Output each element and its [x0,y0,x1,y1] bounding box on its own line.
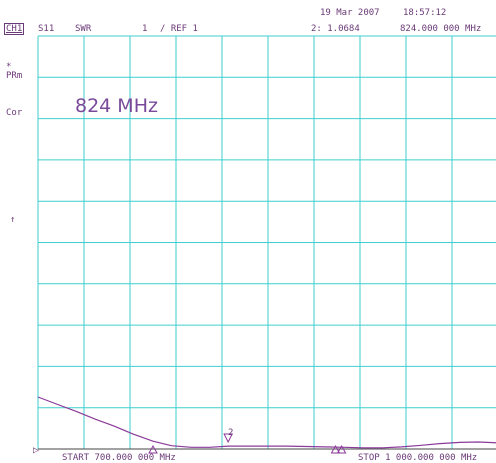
marker-1-icon [148,444,158,454]
marker-2-icon [223,433,233,444]
marker-layer [148,433,347,454]
format-label: SWR [75,24,92,34]
channel-label[interactable]: CH1 [3,23,25,35]
scale-label: 1 [142,24,148,34]
marker-readout: 2: 1.0684 [311,24,360,34]
start-frequency: START 700.000 000 MHz [62,453,176,463]
stop-frequency: STOP 1 000.000 000 MHz [358,453,478,463]
graticule [37,35,496,450]
parameter-label: S11 [38,24,55,34]
reference-label: / REF 1 [160,24,198,34]
marker-4-icon [336,444,347,454]
time-readout: 18:57:12 [403,8,447,18]
reference-level-pointer-icon: ▷ [33,445,40,456]
frequency-annotation: 824 MHz [75,95,158,117]
cor-label: Cor [6,108,23,118]
marker-3-icon [330,444,341,454]
marker-frequency: 824.000 000 MHz [400,24,482,34]
marker-2-label: 2 [228,428,234,438]
swr-trace [37,396,496,449]
date-readout: 19 Mar 2007 [320,8,380,18]
trace-layer [37,396,496,449]
prm-star-icon: * [6,62,12,72]
ref-position-arrow-icon: ↑ [10,215,16,225]
prm-label: PRm [6,71,23,81]
